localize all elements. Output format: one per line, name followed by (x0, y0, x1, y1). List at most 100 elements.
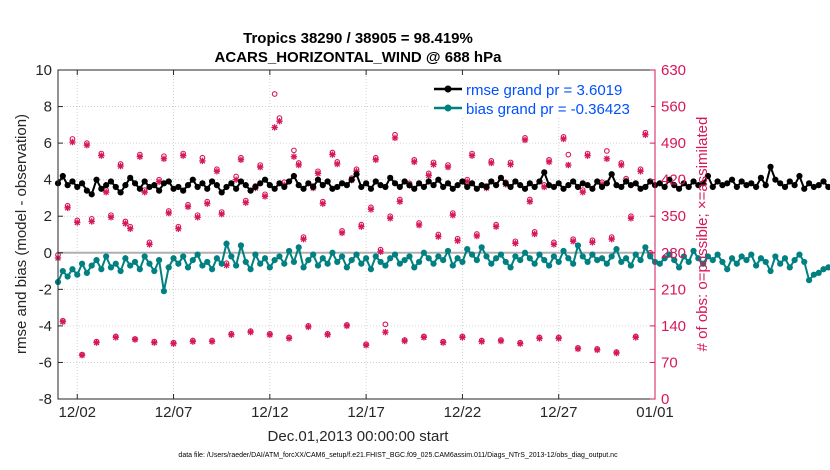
obs-assimilated-stroke (242, 199, 249, 206)
bias-point (281, 260, 288, 267)
bias-point (820, 266, 827, 273)
rmse-point (810, 183, 817, 191)
bias-point (695, 255, 702, 262)
obs-assimilated-stroke (74, 219, 81, 226)
obs-assimilated-marker (69, 138, 76, 146)
obs-assimilated-marker (594, 346, 601, 354)
rmse-point (695, 182, 702, 189)
obs-assimilated-stroke (108, 214, 114, 221)
bias-point (223, 240, 230, 247)
bias-point (642, 244, 649, 251)
x-axis-label: Dec.01,2013 00:00:00 start (268, 428, 450, 445)
obs-assimilated-marker (439, 339, 447, 346)
obs-assimilated-stroke (628, 215, 634, 222)
rmse-point (642, 183, 649, 191)
obs-assimilated-stroke (64, 205, 71, 211)
rmse-point (555, 180, 562, 187)
rmse-point (493, 182, 500, 189)
bias-point (709, 256, 716, 264)
bias-point (415, 258, 423, 266)
bias-point (757, 255, 765, 262)
bias-point (815, 269, 822, 276)
obs-assimilated-stroke (608, 236, 615, 243)
bias-point (762, 258, 769, 266)
obs-assimilated-marker (189, 338, 197, 345)
rmse-point (59, 172, 66, 180)
rmse-point (675, 185, 683, 192)
rmse-point (377, 182, 384, 189)
rmse-point (372, 178, 379, 185)
right-tick-label: 210 (661, 281, 686, 298)
rmse-point (724, 180, 731, 187)
bias-point (314, 262, 322, 269)
obs-assimilated-stroke (136, 153, 143, 160)
obs-assimilated-stroke (579, 189, 586, 196)
obs-assimilated-marker (141, 189, 148, 196)
obs-assimilated-stroke (233, 176, 239, 183)
bias-point (266, 264, 273, 271)
obs-assimilated-marker (449, 211, 456, 219)
legend-rmse-label: rmse grand pr = 3.6019 (466, 82, 622, 99)
bias-point (343, 264, 350, 271)
obs-assimilated-stroke (79, 352, 85, 358)
obs-assimilated-marker (151, 339, 158, 346)
bias-point (526, 255, 533, 262)
bias-point (324, 260, 331, 267)
bias-point (449, 262, 456, 269)
bias-point (627, 262, 635, 269)
obs-assimilated-marker (521, 136, 529, 144)
rmse-point (189, 176, 196, 183)
rmse-point (709, 183, 716, 191)
rmse-point (184, 182, 192, 189)
rmse-point (618, 183, 625, 191)
right-axis-label: # of obs: o=possible; ×=assimilated (694, 117, 711, 352)
obs-assimilated-stroke (319, 200, 326, 207)
rmse-point (338, 180, 346, 187)
rmse-point (348, 176, 355, 183)
bias-point (796, 251, 803, 258)
obs-assimilated-stroke (469, 152, 475, 159)
bias-point (165, 264, 172, 271)
bias-point (647, 253, 654, 260)
rmse-point (319, 182, 326, 189)
rmse-point (415, 180, 423, 187)
obs-assimilated-marker (531, 230, 538, 238)
obs-assimilated-marker (285, 335, 293, 342)
obs-assimilated-stroke (93, 339, 100, 346)
rmse-point (122, 182, 129, 189)
obs-assimilated-stroke (594, 347, 601, 353)
bias-point (117, 267, 124, 275)
obs-assimilated-marker (545, 158, 553, 166)
obs-assimilated-stroke (180, 152, 187, 159)
obs-assimilated-marker (83, 142, 91, 149)
rmse-point (584, 182, 591, 189)
tick-layer: 12/02 12/07 12/12 12/17 12/22 12/27 01/01 -8 -6 -… (35, 62, 686, 421)
bias-point (141, 253, 148, 260)
obs-assimilated-stroke (98, 152, 105, 159)
obs-assimilated-stroke (430, 161, 437, 168)
obs-assimilated-stroke (517, 340, 524, 347)
rmse-point (170, 185, 177, 192)
bias-point (180, 253, 187, 260)
obs-assimilated-marker (271, 124, 278, 131)
rmse-point (473, 185, 480, 192)
bias-point (468, 251, 476, 258)
rmse-point (310, 183, 317, 191)
x-tick-label: 12/07 (155, 404, 193, 421)
rmse-point (228, 180, 235, 187)
rmse-point (141, 178, 148, 185)
obs-assimilated-marker (59, 318, 67, 325)
obs-assimilated-stroke (368, 206, 374, 213)
bias-point (714, 251, 721, 258)
obs-assimilated-stroke (396, 198, 403, 205)
bias-point (107, 264, 115, 271)
rmse-point (541, 169, 548, 176)
bias-point (594, 256, 601, 264)
bias-point (136, 266, 143, 273)
bias-point (175, 260, 182, 267)
obs-assimilated-stroke (247, 329, 254, 336)
obs-assimilated-marker (112, 334, 119, 341)
left-tick-label: 2 (44, 208, 52, 225)
left-tick-label: 8 (44, 99, 52, 116)
rmse-point (728, 176, 736, 183)
